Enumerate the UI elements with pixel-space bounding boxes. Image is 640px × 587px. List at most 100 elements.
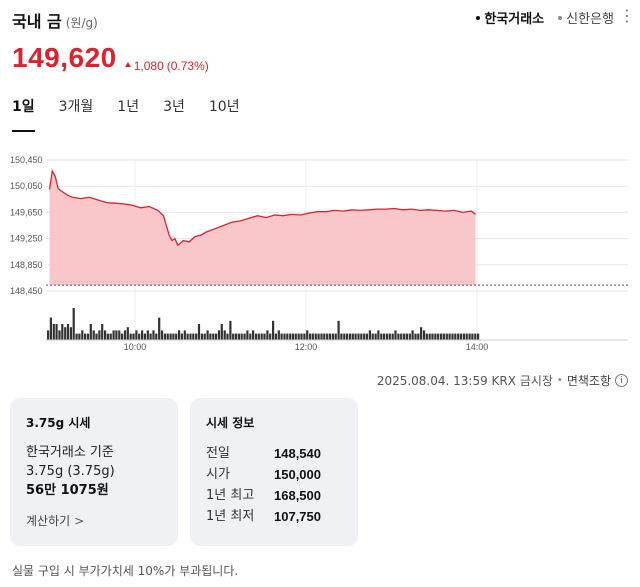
volume-bar (81, 330, 84, 340)
volume-bar (166, 333, 169, 340)
calculate-button[interactable]: 계산하기 > (26, 512, 84, 529)
volume-bar (72, 308, 75, 340)
info-icon[interactable]: i (615, 374, 628, 387)
volume-bar (209, 333, 212, 340)
price-info-card: 시세 정보 전일 148,540 시가 150,000 1년 최고 168,500 1… (190, 398, 358, 546)
volume-bar (289, 333, 292, 340)
x-tick-label: 12:00 (295, 342, 318, 352)
change-percent: (0.73%) (166, 58, 209, 73)
volume-bar (126, 327, 129, 340)
more-menu-icon[interactable]: ⋮ (619, 6, 635, 25)
price-chart[interactable]: 150,450 150,050 149,650 149,250 148,850 148,4… (0, 150, 640, 360)
volume-bar (348, 333, 352, 340)
calculate-label: 계산하기 (26, 514, 71, 528)
volume-bar (403, 333, 406, 340)
volume-bar (160, 330, 164, 340)
volume-bar (383, 333, 386, 340)
volume-bar (326, 333, 329, 340)
volume-bar (428, 333, 431, 340)
volume-bar (212, 333, 215, 340)
info-value: 148,540 (274, 446, 321, 461)
volume-bar (152, 330, 155, 340)
volume-bar (143, 333, 146, 340)
market-price-card: 3.75g 시세 한국거래소 기준 3.75g (3.75g) 56만 1075… (10, 398, 178, 546)
volume-bar (283, 333, 286, 340)
volume-bar (323, 333, 326, 340)
volume-bar (123, 330, 127, 340)
volume-bar (365, 333, 369, 340)
volume-bar (300, 333, 303, 340)
volume-bar (104, 330, 107, 340)
volume-bar (425, 333, 428, 340)
volume-bar (240, 333, 243, 340)
page-title: 국내 금 (12, 12, 62, 31)
volume-bar (192, 333, 195, 340)
volume-bar (422, 330, 426, 340)
volume-bar (169, 333, 172, 340)
volume-bar (394, 330, 397, 340)
volume-bar (86, 333, 90, 340)
volume-bar (272, 320, 275, 340)
volume-bar (189, 333, 192, 340)
card-title: 시세 정보 (206, 416, 255, 430)
volume-bar (84, 333, 87, 340)
volume-bar (138, 333, 141, 340)
volume-bar (391, 333, 394, 340)
volume-bar (92, 330, 95, 340)
volume-bar (115, 330, 118, 340)
volume-bar (260, 333, 263, 340)
volume-bar (286, 333, 289, 340)
info-label: 1년 최고 (206, 488, 255, 503)
volume-bar (237, 333, 240, 340)
tab-3y[interactable]: 3년 (163, 99, 185, 115)
volume-bar (186, 333, 189, 340)
disclaimer-link[interactable]: 면책조항 (566, 374, 611, 388)
volume-bar (448, 333, 451, 340)
volume-bar (306, 330, 309, 340)
info-row-open: 시가 150,000 (206, 464, 342, 485)
card-title: 3.75g 시세 (26, 416, 91, 430)
volume-bar (178, 330, 181, 340)
volume-bar (61, 324, 64, 340)
y-tick-label: 148,850 (10, 260, 43, 270)
volume-bar (220, 324, 223, 340)
info-value: 150,000 (274, 467, 321, 482)
info-label: 1년 최저 (206, 509, 255, 524)
volume-bar (98, 330, 101, 340)
unit-label: (원/g) (65, 16, 98, 30)
volume-bar (223, 330, 226, 340)
volume-bar (197, 324, 201, 340)
y-tick-label: 149,650 (10, 207, 43, 217)
up-triangle-icon (124, 62, 131, 67)
tab-10y[interactable]: 10년 (208, 99, 240, 115)
tab-1y[interactable]: 1년 (117, 99, 140, 115)
tab-3m[interactable]: 3개월 (58, 99, 94, 115)
volume-bar (368, 330, 371, 340)
price-line (48, 169, 476, 247)
volume-bar (294, 333, 297, 340)
volume-bar (343, 333, 346, 340)
tab-1d[interactable]: 1일 (12, 96, 35, 132)
volume-bar (277, 330, 280, 340)
volume-bar (243, 333, 246, 340)
volume-bar (442, 333, 445, 340)
weight-text: 3.75g (3.75g) (26, 464, 115, 479)
volume-bar (314, 333, 317, 340)
info-row-low: 1년 최저 107,750 (206, 506, 342, 527)
volume-bar (146, 330, 149, 340)
volume-bar (462, 333, 465, 340)
volume-bar (363, 333, 366, 340)
separator: • (556, 375, 563, 386)
volume-bar (121, 333, 124, 340)
volume-bar (360, 333, 363, 340)
volume-bar (351, 333, 354, 340)
volume-bar (371, 333, 374, 340)
source-shinhan[interactable]: 신한은행 (558, 8, 614, 27)
volume-bar (468, 333, 471, 340)
volume-bar (328, 333, 332, 340)
info-label: 전일 (206, 446, 230, 461)
volume-bar (229, 320, 232, 340)
volume-bar (75, 333, 78, 340)
source-krx[interactable]: 한국거래소 (476, 8, 544, 27)
volume-bar (118, 330, 121, 340)
